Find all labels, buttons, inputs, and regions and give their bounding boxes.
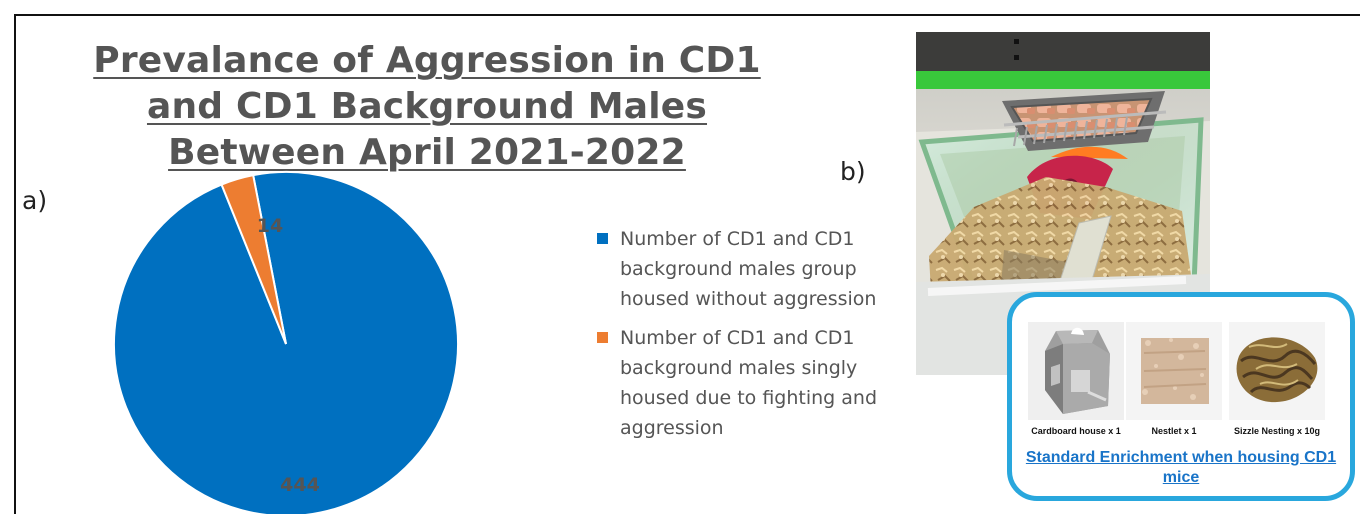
sizzle-nesting-item: Sizzle Nesting x 10g: [1225, 322, 1329, 437]
legend-swatch-group-housed: [597, 233, 608, 244]
legend-label-group-housed: Number of CD1 and CD1 background males g…: [620, 228, 877, 310]
nestlet-label: Nestlet x 1: [1151, 426, 1197, 436]
chart-title: Prevalance of Aggression in CD1 and CD1 …: [93, 40, 761, 173]
sizzle-nesting-label: Sizzle Nesting x 10g: [1233, 426, 1321, 436]
standard-enrichment-caption: Standard Enrichment when housing CD1 mic…: [1025, 449, 1337, 486]
nestlet-icon: [1126, 322, 1222, 420]
chart-legend: Number of CD1 and CD1 background males g…: [594, 224, 900, 452]
legend-item-group-housed: Number of CD1 and CD1 background males g…: [594, 224, 900, 314]
pie-data-label-group-housed: 444: [280, 474, 320, 496]
legend-item-singly-housed: Number of CD1 and CD1 background males s…: [594, 323, 900, 443]
cardboard-house-icon: [1028, 322, 1124, 420]
pie-data-label-singly-housed: 14: [257, 215, 283, 237]
panel-b-label: b): [840, 157, 866, 186]
panel-a-label: a): [22, 186, 48, 215]
pie-slice-singly-housed: [220, 173, 287, 345]
legend-label-singly-housed: Number of CD1 and CD1 background males s…: [620, 327, 878, 439]
pie-chart-container: 444 14: [100, 171, 480, 514]
cardboard-house-label: Cardboard house x 1: [1031, 426, 1121, 436]
standard-enrichment-panel: Cardboard house x 1 Nestlet x 1: [1007, 292, 1355, 501]
cardboard-house-item: Cardboard house x 1: [1024, 322, 1128, 437]
sizzle-nesting-icon: [1229, 322, 1325, 420]
nestlet-item: Nestlet x 1: [1122, 322, 1226, 437]
pie-chart-svg: 444 14: [113, 171, 459, 514]
figure-frame: [14, 14, 1360, 514]
legend-swatch-singly-housed: [597, 332, 608, 343]
